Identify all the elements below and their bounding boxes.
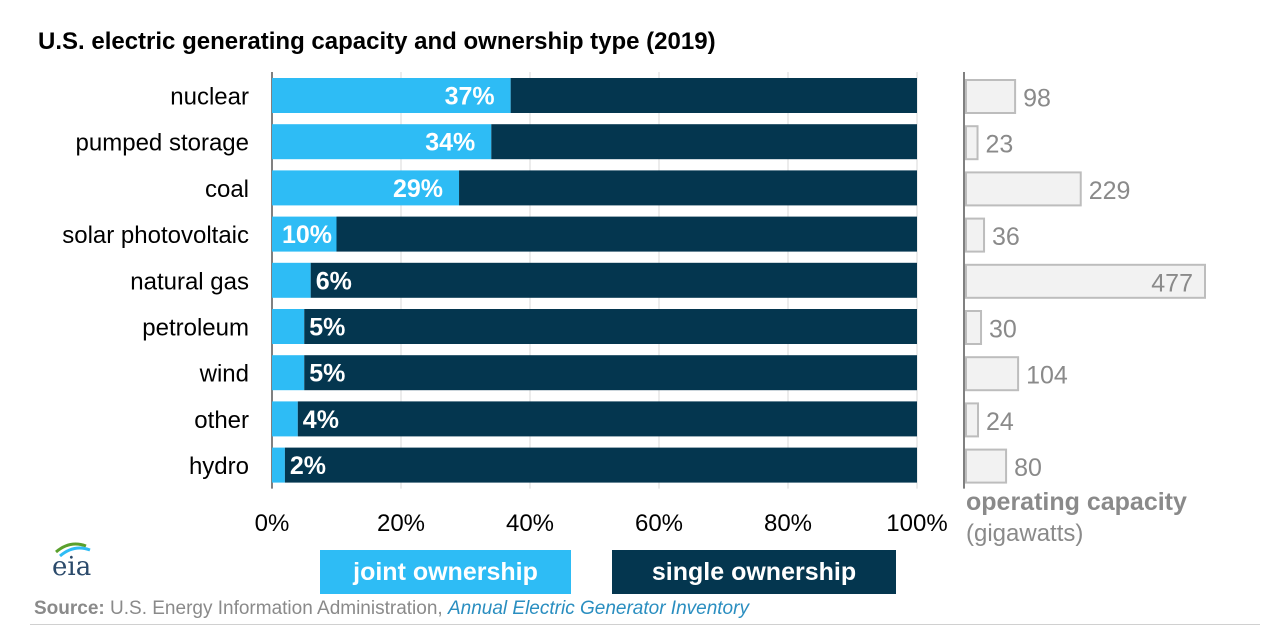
bar-single-petroleum — [304, 309, 917, 344]
capacity-value-label: 229 — [1089, 177, 1131, 205]
bar-joint-coal — [272, 170, 460, 206]
capacity-bar-solar-photovoltaic — [965, 217, 986, 253]
bar-joint-petroleum — [272, 309, 305, 344]
x-tick-label: 100% — [886, 510, 947, 537]
data-label: 5% — [309, 360, 345, 388]
x-tick-label: 80% — [764, 510, 812, 537]
category-label: nuclear — [170, 84, 249, 111]
source-label: Source: — [34, 598, 105, 619]
capacity-value-label: 104 — [1026, 362, 1068, 390]
bar-joint-solar-photovoltaic — [272, 216, 337, 252]
bar-joint-nuclear — [272, 78, 511, 113]
bar-single-nuclear — [510, 78, 917, 113]
bar-single-pumped-storage — [491, 124, 917, 160]
capacity-bar-hydro — [965, 448, 1008, 484]
category-label: solar photovoltaic — [62, 222, 249, 249]
capacity-value-label: 477 — [1151, 269, 1193, 297]
data-label: 5% — [309, 314, 345, 342]
data-label: 37% — [445, 83, 495, 111]
bar-single-solar-photovoltaic — [336, 216, 917, 252]
category-label: wind — [199, 361, 249, 388]
capacity-bar-coal — [965, 171, 1082, 207]
capacity-bar-petroleum — [965, 310, 983, 345]
capacity-bar-natural-gas — [965, 263, 1206, 299]
capacity-bar-wind — [965, 356, 1020, 392]
capacity-axis-title: operating capacity — [966, 488, 1187, 516]
capacity-value-label: 98 — [1023, 85, 1051, 113]
x-tick-label: 20% — [377, 510, 425, 537]
bar-joint-other — [272, 401, 298, 437]
data-label: 10% — [282, 221, 332, 249]
data-label: 6% — [316, 267, 352, 295]
source-divider — [30, 624, 1260, 625]
category-label: hydro — [189, 453, 249, 480]
capacity-axis-unit: (gigawatts) — [966, 520, 1084, 547]
data-label: 34% — [425, 129, 475, 157]
x-tick-label: 0% — [255, 510, 290, 537]
category-label: petroleum — [142, 315, 249, 342]
capacity-value-label: 23 — [986, 131, 1014, 159]
bar-single-wind — [304, 355, 917, 391]
bar-joint-wind — [272, 355, 305, 391]
legend-single-ownership: single ownership — [612, 550, 896, 594]
category-label: natural gas — [130, 268, 249, 295]
category-label: other — [194, 407, 249, 434]
legend-joint-ownership: joint ownership — [320, 550, 571, 594]
bar-single-other — [297, 401, 917, 437]
x-tick-label: 40% — [506, 510, 554, 537]
data-label: 2% — [290, 452, 326, 480]
category-labels: nuclear pumped storage coal solar photovolt… — [62, 84, 249, 481]
x-tick-label: 60% — [635, 510, 683, 537]
bar-single-coal — [459, 170, 917, 206]
bar-joint-hydro — [272, 447, 285, 483]
capacity-value-label: 80 — [1014, 454, 1042, 482]
capacity-bar-nuclear — [965, 79, 1017, 114]
ownership-bars: 37% 34% 29% 10% 6% 5% 5% 4% 2% — [272, 78, 917, 483]
source-link[interactable]: Annual Electric Generator Inventory — [447, 598, 749, 619]
eia-logo-icon — [55, 542, 91, 558]
source-text: U.S. Energy Information Administration, — [104, 598, 448, 619]
eia-logo-text: eia — [52, 552, 92, 582]
bar-single-hydro — [284, 447, 917, 483]
data-label: 4% — [303, 406, 339, 434]
bar-joint-pumped-storage — [272, 124, 492, 160]
capacity-value-label: 36 — [992, 223, 1020, 251]
data-label: 29% — [393, 175, 443, 203]
capacity-value-label: 24 — [986, 408, 1014, 436]
capacity-bar-other — [965, 402, 980, 438]
x-axis-ticks: 0% 20% 40% 60% 80% 100% — [255, 510, 948, 537]
capacity-value-label: 30 — [989, 316, 1017, 344]
chart-title: U.S. electric generating capacity and ow… — [38, 28, 716, 55]
bar-single-natural-gas — [310, 262, 917, 298]
source-note: Source: U.S. Energy Information Administ… — [34, 598, 749, 620]
category-label: coal — [205, 176, 249, 203]
bar-joint-natural-gas — [272, 262, 311, 298]
category-label: pumped storage — [76, 130, 249, 157]
capacity-bar-pumped-storage — [965, 125, 979, 161]
